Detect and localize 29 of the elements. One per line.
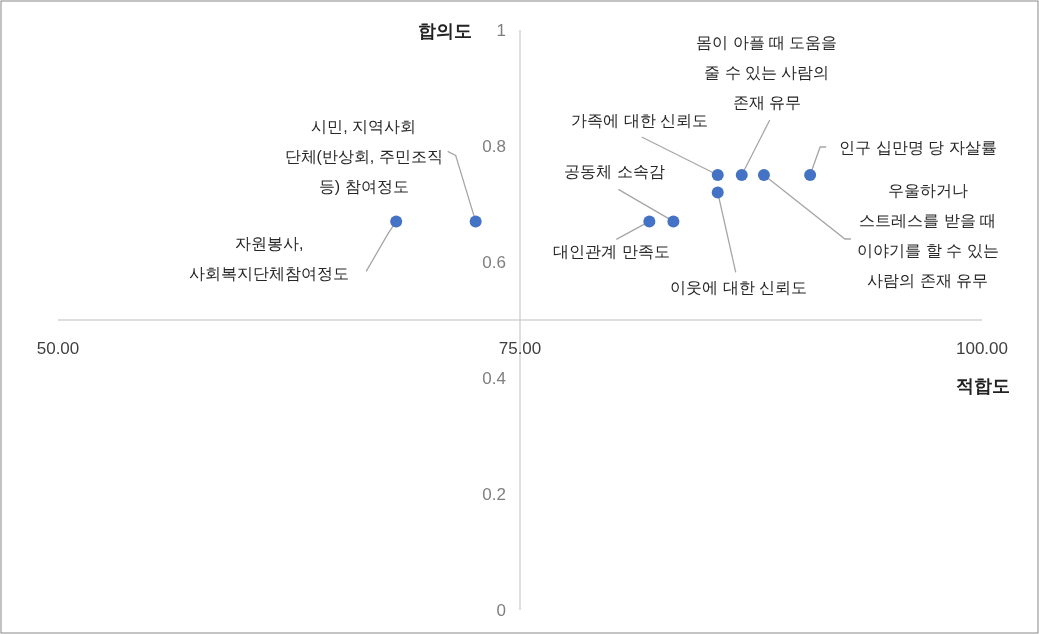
annotation: 공동체 소속감 [564,163,665,181]
point [757,169,770,181]
y-tick-label: 0.8 [482,137,506,156]
annotation: 가족에 대한 신뢰도 [571,112,709,129]
point [735,169,748,181]
y-tick-label: 1 [496,21,506,40]
point [667,215,680,228]
point [469,215,482,228]
x-tick-label: 50.00 [36,339,80,358]
y-tick-label: 0.2 [482,485,506,504]
annotation: 시민, 지역사회 단체(반상회, 주민조직 등) 참여정도 [284,118,443,196]
x-tick-label: 100.00 [956,339,1008,358]
point [390,215,403,228]
point [711,169,724,181]
x-tick-label: 75.00 [498,339,542,358]
x-axis-title: 적합도 [956,376,1010,396]
y-tick-label: 0 [496,601,506,620]
annotation: 인구 십만명 당 자살률 [839,139,997,156]
annotation: 자원봉사, 사회복지단체참여정도 [189,235,350,283]
annotation: 몸이 아플 때 도움을 줄 수 있는 사람의 존재 유무 [696,34,838,111]
annotation: 대인관계 만족도 [553,243,670,261]
annotation: 우울하거나 스트레스를 받을 때 이야기를 할 수 있는 사람의 존재 유무 [857,182,999,289]
annotation: 이웃에 대한 신뢰도 [670,279,808,297]
point [643,215,656,228]
y-tick-label: 0.6 [482,253,506,272]
y-tick-label: 0.4 [482,369,506,388]
point [804,169,817,181]
y-axis-title: 합의도 [418,21,472,41]
point [711,186,724,199]
